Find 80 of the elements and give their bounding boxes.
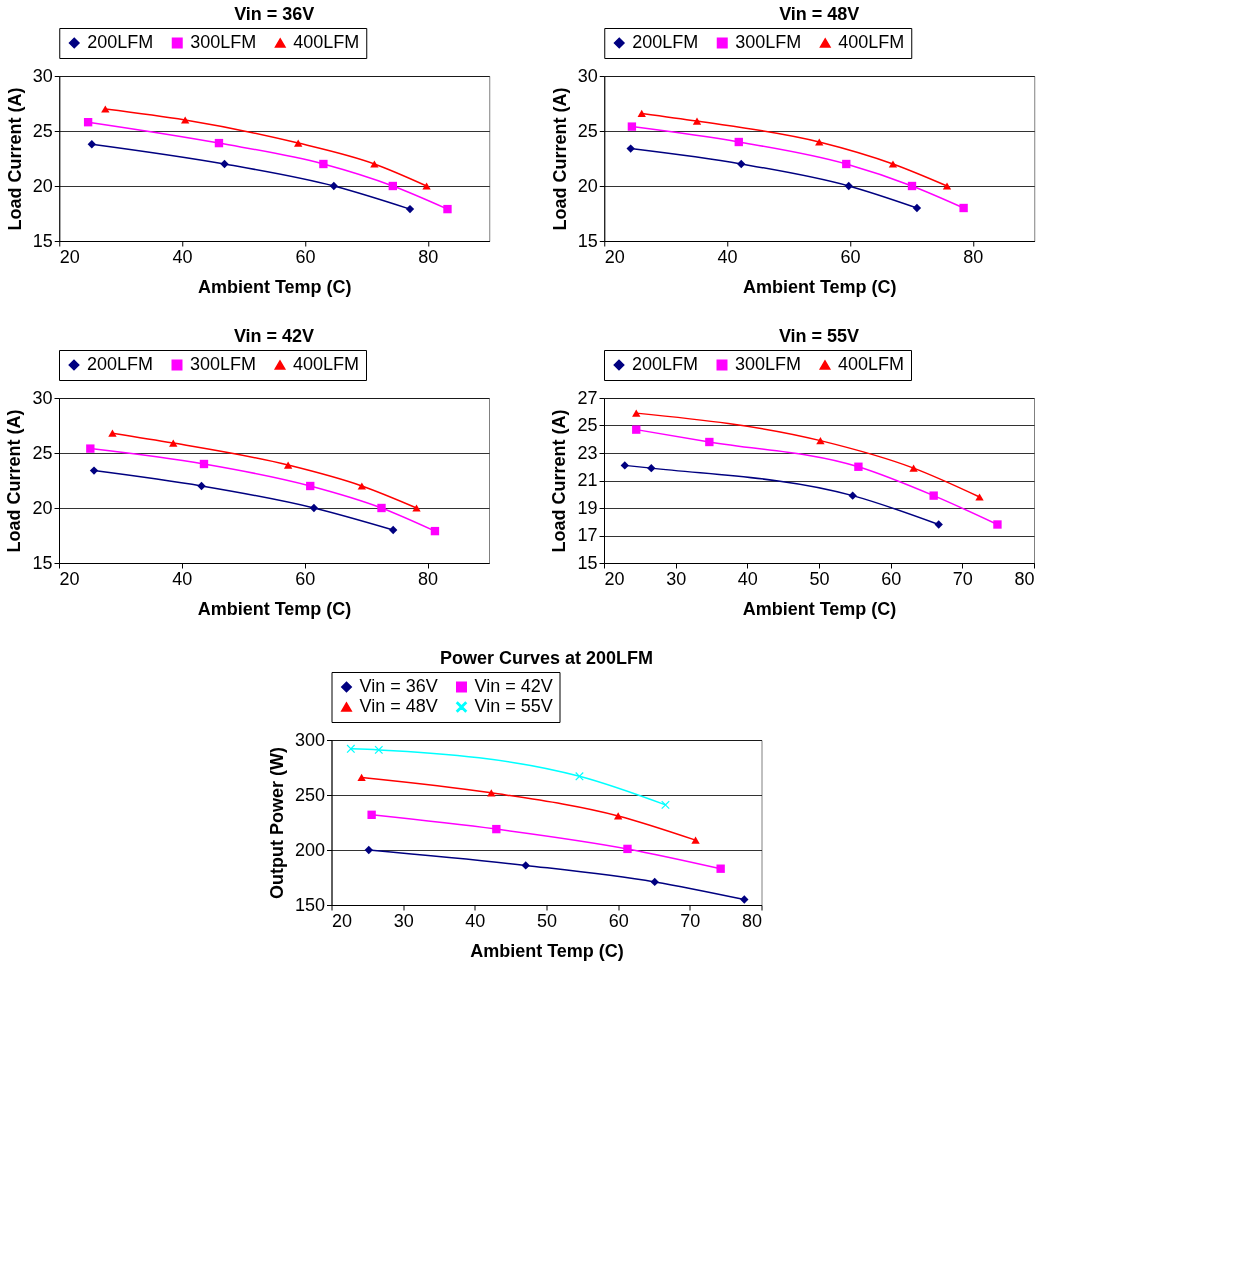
y-axis-title: Load Current (A) xyxy=(4,409,25,553)
x-tick-label: 40 xyxy=(737,568,758,589)
legend-label: 300LFM xyxy=(735,32,802,52)
legend-label: 400LFM xyxy=(838,32,905,52)
y-tick-label: 30 xyxy=(32,387,53,408)
x-tick-label: 20 xyxy=(59,246,80,267)
x-axis-title: Ambient Temp (C) xyxy=(742,598,897,619)
y-tick-label: 15 xyxy=(577,552,598,573)
legend-label: Vin = 42V xyxy=(474,676,553,696)
legend-label: 200LFM xyxy=(87,354,154,374)
x-tick-label: 80 xyxy=(418,568,439,589)
y-axis-title: Load Current (A) xyxy=(549,409,570,553)
chart-title: Vin = 36V xyxy=(234,3,315,24)
x-tick-label: 60 xyxy=(295,568,316,589)
chart-title: Vin = 42V xyxy=(233,325,315,346)
legend-label: Vin = 55V xyxy=(474,696,553,716)
y-tick-label: 250 xyxy=(294,784,325,805)
chart-title: Vin = 55V xyxy=(778,325,860,346)
y-tick-label: 20 xyxy=(32,497,53,518)
y-tick-label: 15 xyxy=(32,552,53,573)
x-tick-label: 60 xyxy=(295,246,316,267)
y-tick-label: 25 xyxy=(32,120,53,141)
y-tick-label: 30 xyxy=(32,65,53,86)
x-axis-title: Ambient Temp (C) xyxy=(470,940,624,961)
legend-label: 300LFM xyxy=(190,354,257,374)
x-tick-label: 60 xyxy=(608,910,629,931)
y-tick-label: 20 xyxy=(32,175,53,196)
legend-label: 400LFM xyxy=(293,32,360,52)
y-tick-label: 20 xyxy=(577,175,598,196)
x-tick-label: 20 xyxy=(604,568,625,589)
y-tick-label: 21 xyxy=(577,470,598,490)
y-axis-title: Output Power (W) xyxy=(266,747,287,899)
y-tick-label: 25 xyxy=(32,442,53,463)
x-tick-label: 60 xyxy=(840,246,861,267)
legend-label: 300LFM xyxy=(735,354,802,374)
x-tick-label: 20 xyxy=(604,246,625,267)
x-tick-label: 30 xyxy=(666,568,687,589)
x-tick-label: 20 xyxy=(59,568,80,589)
x-tick-label: 50 xyxy=(809,568,830,589)
chart-title: Vin = 48V xyxy=(779,3,860,24)
x-tick-label: 20 xyxy=(332,910,353,931)
x-axis-title: Ambient Temp (C) xyxy=(197,598,352,619)
y-tick-label: 27 xyxy=(577,387,598,408)
x-tick-label: 40 xyxy=(172,246,193,267)
y-tick-label: 17 xyxy=(577,525,598,545)
y-tick-label: 25 xyxy=(577,120,598,141)
legend-label: 200LFM xyxy=(87,32,154,52)
y-tick-label: 150 xyxy=(294,894,325,915)
legend-label: 400LFM xyxy=(838,354,905,374)
x-tick-label: 80 xyxy=(963,246,984,267)
legend-label: Vin = 48V xyxy=(359,696,438,716)
y-tick-label: 25 xyxy=(577,415,598,435)
y-tick-label: 15 xyxy=(32,230,53,251)
y-tick-label: 30 xyxy=(577,65,598,86)
y-tick-label: 15 xyxy=(577,230,598,251)
y-axis-title: Load Current (A) xyxy=(4,87,25,231)
x-tick-label: 70 xyxy=(680,910,701,931)
x-axis-title: Ambient Temp (C) xyxy=(742,276,897,297)
x-tick-label: 80 xyxy=(418,246,439,267)
x-tick-label: 40 xyxy=(172,568,193,589)
x-tick-label: 50 xyxy=(536,910,558,931)
legend-label: 200LFM xyxy=(632,32,699,52)
x-tick-label: 60 xyxy=(881,568,902,589)
chart-title: Power Curves at 200LFM xyxy=(439,647,654,668)
legend-label: 400LFM xyxy=(293,354,360,374)
y-axis-title: Load Current (A) xyxy=(549,87,570,231)
x-axis-title: Ambient Temp (C) xyxy=(197,276,352,297)
x-tick-label: 80 xyxy=(741,910,762,931)
y-tick-label: 300 xyxy=(294,729,325,750)
legend-label: 200LFM xyxy=(632,354,699,374)
x-tick-label: 30 xyxy=(393,910,414,931)
x-tick-label: 40 xyxy=(465,910,486,931)
x-tick-label: 70 xyxy=(952,568,973,589)
y-tick-label: 19 xyxy=(577,497,598,518)
x-tick-label: 40 xyxy=(717,246,738,267)
y-tick-label: 23 xyxy=(577,442,598,463)
x-tick-label: 80 xyxy=(1014,568,1035,589)
y-tick-label: 200 xyxy=(294,839,325,860)
legend-label: 300LFM xyxy=(190,32,257,52)
legend-label: Vin = 36V xyxy=(359,676,438,696)
